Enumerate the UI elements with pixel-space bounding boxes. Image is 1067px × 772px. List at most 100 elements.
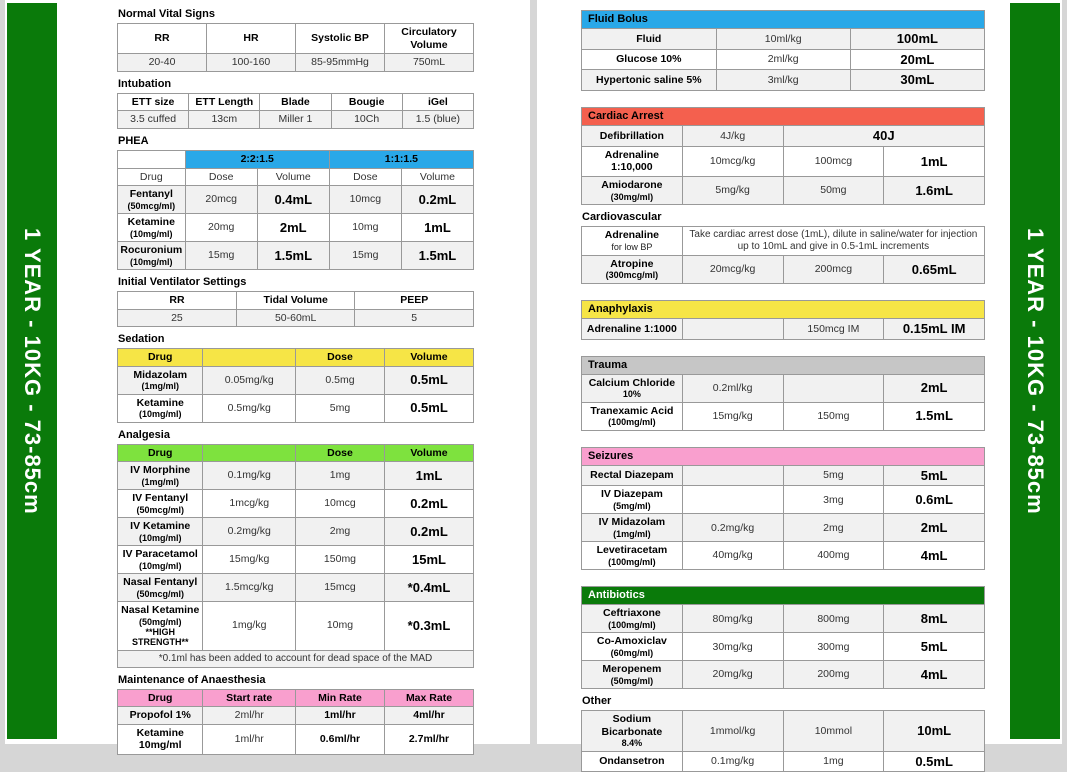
table-row: Levetiracetam (100mg/ml) 40mg/kg 400mg 4mL bbox=[581, 541, 985, 571]
table-seizures: Seizures Rectal Diazepam 5mg 5mL IV Diazepa… bbox=[581, 446, 985, 571]
table-initial-ventilator-settings: RR Tidal Volume PEEP 25 50-60mL 5 bbox=[117, 290, 474, 328]
table-cell: 10mmol bbox=[782, 710, 885, 752]
table-row: ETT size ETT Length Blade Bougie iGel bbox=[116, 92, 475, 112]
size-banner-text: 1 YEAR - 10KG - 73-85cm bbox=[1023, 227, 1048, 515]
table-cell: 0.2mg/kg bbox=[202, 517, 296, 547]
table-cell: 100-160 bbox=[206, 53, 296, 72]
table-cell: Dose bbox=[328, 167, 402, 187]
table-cell: Miller 1 bbox=[259, 110, 332, 129]
table-cell: 10Ch bbox=[330, 110, 403, 129]
table-cell: Rectal Diazepam bbox=[581, 464, 683, 487]
table-cell: 0.5mL bbox=[883, 750, 985, 772]
table-cell: 5mg bbox=[294, 393, 385, 423]
table-row: IV Paracetamol (10mg/ml) 15mg/kg 150mg 15mL bbox=[116, 545, 475, 574]
table-cell: Hypertonic saline 5% bbox=[581, 69, 717, 91]
table-cell: RR bbox=[117, 22, 207, 55]
table-cell: 1mL bbox=[383, 461, 475, 491]
table-cell: 5 bbox=[354, 308, 474, 328]
table-cell: Adrenaline for low BP bbox=[581, 225, 683, 256]
table-cell: 0.15mL IM bbox=[883, 318, 985, 340]
table-row: Fluid Bolus bbox=[581, 9, 985, 30]
table-cell: Fentanyl (50mcg/ml) bbox=[117, 185, 186, 215]
section-bar-title: Anaphylaxis bbox=[581, 299, 985, 320]
section-antibiotics: Antibiotics Ceftriaxone (100mg/ml) 80mg/kg 8… bbox=[581, 586, 985, 690]
table-cell: 1mg bbox=[782, 750, 885, 772]
table-cell: 20mcg bbox=[184, 185, 258, 215]
section-title-initial-ventilator-settings: Initial Ventilator Settings bbox=[118, 275, 247, 288]
table-cell: 10mg bbox=[294, 600, 385, 651]
section-cardiac-arrest: Cardiac Arrest Defibrillation 4J/kg 40J Adre… bbox=[581, 106, 985, 205]
table-cell: 1mg/kg bbox=[202, 600, 296, 651]
table-cell-empty bbox=[681, 464, 784, 487]
table-row: Seizures bbox=[581, 446, 985, 466]
table-cell: 20mg bbox=[184, 213, 258, 243]
table-cell: Systolic BP bbox=[295, 22, 385, 55]
table-cell: Volume bbox=[383, 348, 475, 367]
table-cell: 0.2mL bbox=[400, 185, 475, 215]
table-cell: 200mcg bbox=[782, 254, 885, 284]
table-cell: 1.5 (blue) bbox=[401, 110, 475, 129]
table-cell: Drug bbox=[117, 167, 186, 187]
table-row: Amiodarone (30mg/ml) 5mg/kg 50mg 1.6mL bbox=[581, 175, 985, 205]
table-cell: 3.5 cuffed bbox=[116, 110, 190, 129]
table-cell: 10mg bbox=[328, 213, 402, 243]
section-title-intubation: Intubation bbox=[118, 77, 172, 90]
table-cell-empty bbox=[681, 485, 784, 515]
table-intubation: ETT size ETT Length Blade Bougie iGel 3.5 cuf… bbox=[116, 92, 475, 129]
table-cell-empty bbox=[117, 149, 186, 169]
table-cell: 1.5mL bbox=[400, 241, 475, 270]
table-row: Meropenem (50mg/ml) 20mg/kg 200mg 4mL bbox=[581, 660, 985, 690]
table-cell: 2mL bbox=[883, 513, 985, 543]
table-row: Hypertonic saline 5% 3ml/kg 30mL bbox=[581, 69, 986, 91]
table-cell: 0.05mg/kg bbox=[202, 365, 296, 395]
table-cell: 20mL bbox=[849, 48, 986, 71]
table-cell: Nasal Fentanyl (50mcg/ml) bbox=[116, 572, 204, 602]
section-cardiovascular: Cardiovascular Adrenaline for low BP Take c… bbox=[581, 211, 986, 284]
section-initial-ventilator-settings: Initial Ventilator Settings RR Tidal Volum… bbox=[117, 275, 474, 328]
table-cell: Rocuronium (10mg/ml) bbox=[117, 241, 186, 270]
table-row: IV Morphine (1mg/ml) 0.1mg/kg 1mg 1mL bbox=[116, 461, 475, 491]
table-row: Drug Start rate Min Rate Max Rate bbox=[116, 688, 475, 708]
page-right: 1 YEAR - 10KG - 73-85cm Fluid Bolus Fluid… bbox=[537, 0, 1062, 772]
table-cell: 300mg bbox=[782, 632, 885, 662]
table-row: Drug Dose Volume Dose Volume bbox=[117, 167, 475, 187]
table-cell: 10mcg bbox=[294, 489, 385, 519]
table-cell: 8mL bbox=[883, 604, 985, 634]
table-trauma: Trauma Calcium Chloride 10% 0.2ml/kg 2mL Tra… bbox=[581, 355, 985, 431]
table-cell: Dose bbox=[294, 348, 385, 367]
table-row: Cardiac Arrest bbox=[581, 106, 985, 127]
section-other: Other Sodium Bicarbonate 8.4% 1mmol/kg 10mmo… bbox=[581, 695, 985, 772]
table-cell: PEEP bbox=[354, 290, 474, 310]
table-cell: Meropenem (50mg/ml) bbox=[581, 660, 683, 690]
table-cell: 0.6ml/hr bbox=[294, 723, 385, 755]
table-cell: 10mcg bbox=[328, 185, 402, 215]
page-right-content: Fluid Bolus Fluid 10ml/kg 100mL Glucose 10% 2… bbox=[581, 0, 986, 772]
table-cell: iGel bbox=[401, 92, 475, 112]
table-cell: 2ml/kg bbox=[715, 48, 851, 71]
table-cell: 2mL bbox=[256, 213, 330, 243]
table-row: Propofol 1% 2ml/hr 1ml/hr 4ml/hr bbox=[116, 706, 475, 725]
table-cell: IV Morphine (1mg/ml) bbox=[116, 461, 204, 491]
page-left-content: Normal Vital Signs RR HR Systolic BP Circula… bbox=[116, 0, 475, 755]
table-cell: 150mg bbox=[294, 545, 385, 574]
table-cell: 15mL bbox=[383, 545, 475, 574]
table-cell: 2:2:1.5 bbox=[184, 149, 330, 169]
table-cell: 0.65mL bbox=[883, 254, 985, 284]
table-cell: 0.5mg/kg bbox=[202, 393, 296, 423]
table-cell: Dose bbox=[294, 443, 385, 463]
table-cell: ETT size bbox=[116, 92, 190, 112]
table-cell: IV Diazepam (5mg/ml) bbox=[581, 485, 683, 515]
table-cell: 50mg bbox=[782, 175, 885, 205]
table-cell: 10mcg/kg bbox=[681, 145, 784, 177]
table-cell: Blade bbox=[259, 92, 332, 112]
table-row: Glucose 10% 2ml/kg 20mL bbox=[581, 48, 986, 71]
table-cell: 15mg/kg bbox=[681, 401, 784, 431]
table-cell: Take cardiac arrest dose (1mL), dilute i… bbox=[681, 225, 986, 256]
table-cell: *0.4mL bbox=[383, 572, 475, 602]
table-cell: 25 bbox=[117, 308, 237, 328]
section-title-normal-vital-signs: Normal Vital Signs bbox=[118, 8, 215, 20]
table-cell: Circulatory Volume bbox=[384, 22, 474, 55]
section-bar-title: Trauma bbox=[581, 355, 985, 375]
table-row: IV Midazolam (1mg/ml) 0.2mg/kg 2mg 2mL bbox=[581, 513, 985, 543]
table-cell: *0.1ml has been added to account for dea… bbox=[117, 649, 474, 668]
